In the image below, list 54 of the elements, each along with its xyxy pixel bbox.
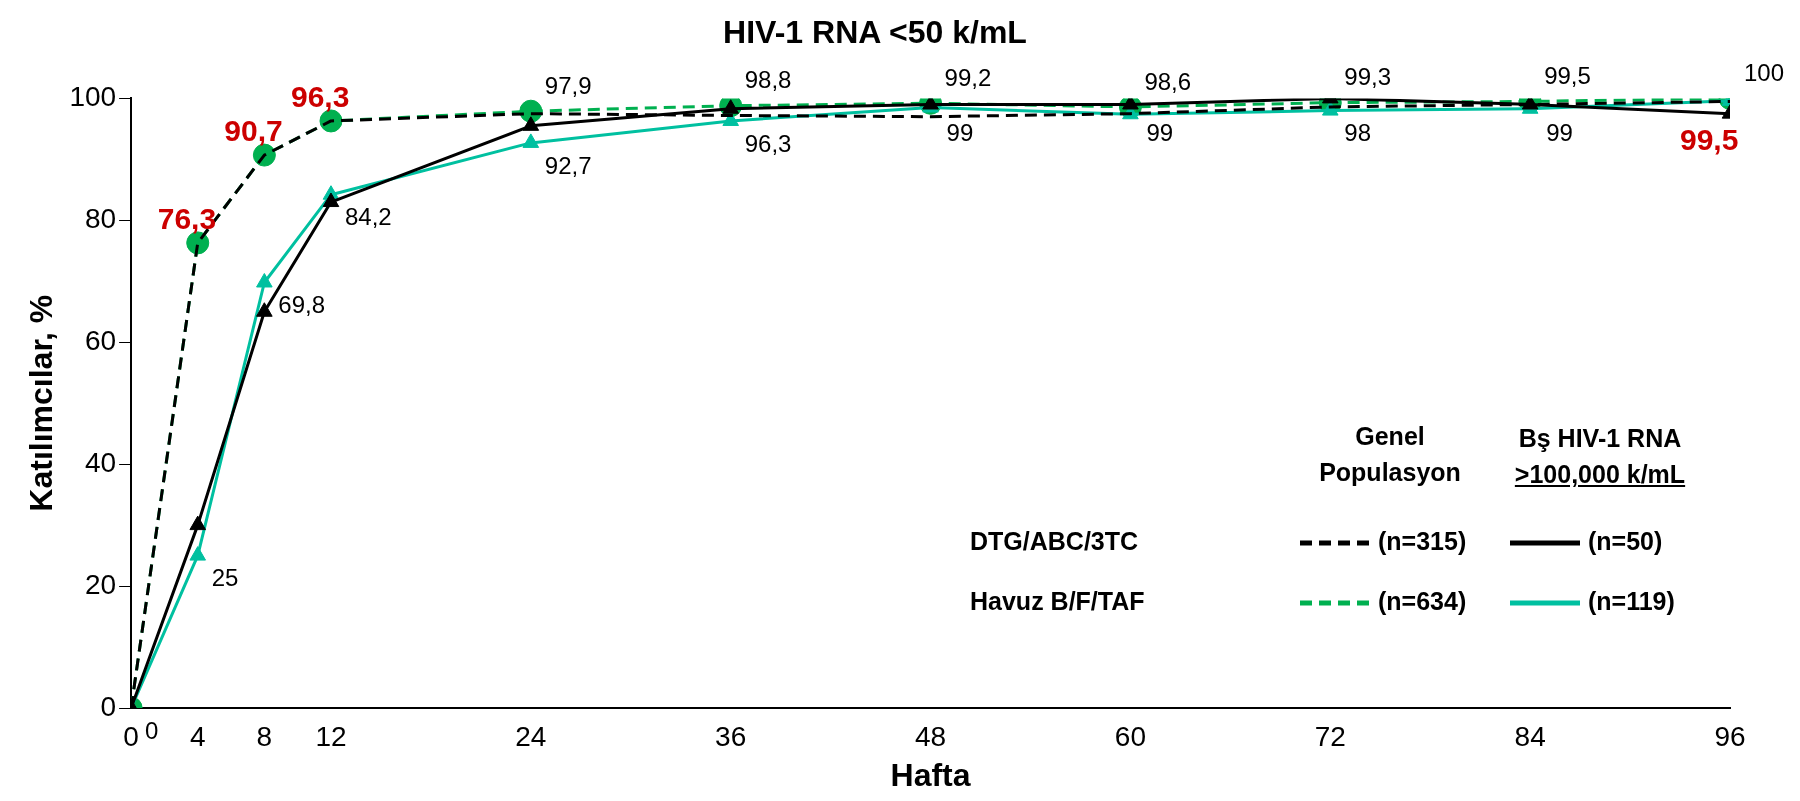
point [189,515,207,531]
data-label: 98,8 [744,66,792,94]
legend-label: (n=50) [1588,526,1663,555]
data-label: 69,8 [278,291,326,319]
data-label: 100 [1744,59,1785,87]
x-tick-label: 24 [515,720,547,752]
annotation: DTG/ABC/3TC [970,526,1139,555]
y-tick-label: 100 [69,81,117,113]
x-tick-label: 60 [1114,720,1146,752]
x-tick-label: 0 [123,720,139,752]
point [256,273,273,288]
x-tick-label: 36 [715,720,747,752]
data-label: 99 [1146,119,1174,147]
x-tick-label: 96 [1714,720,1746,752]
point [189,546,207,561]
data-label: 97,9 [544,71,592,99]
x-tick-label: 8 [256,720,273,752]
point [522,116,540,131]
data-label: 25 [211,564,239,592]
y-tick-label: 0 [100,690,117,722]
point [522,133,540,148]
legend-label: (n=119) [1588,586,1675,615]
data-label: 99 [946,119,974,147]
data-label: 98 [1344,119,1371,147]
x-tick-label: 84 [1514,720,1546,752]
y-tick-label: 80 [84,203,117,235]
x-tick-label: 12 [315,720,347,752]
chart-title: HIV-1 RNA <50 k/mL [723,14,1027,51]
data-label: 90,7 [224,114,283,148]
x-tick-label: 48 [914,720,947,752]
point [256,302,273,317]
data-label: 96,3 [744,129,792,157]
data-label: 99,5 [1680,122,1739,156]
x-axis-title: Hafta [890,756,971,793]
legend-label: (n=634) [1378,586,1467,615]
legend-label: (n=315) [1378,526,1467,555]
data-label: 92,7 [544,151,592,179]
x-tick-label: 72 [1314,720,1346,752]
data-label: 99,3 [1344,63,1391,91]
annotation: Genel Populasyon [1319,421,1461,486]
data-label: 76,3 [157,202,217,236]
y-tick-label: 20 [84,568,117,600]
data-label: 84,2 [344,203,392,231]
annotation: Havuz B/F/TAF [970,586,1145,615]
y-tick-label: 60 [84,324,117,356]
x-tick-label: 4 [189,720,206,752]
y-axis-title: Katılımcılar, % [23,294,60,512]
data-label: 99 [1546,119,1573,147]
data-label: 99,2 [944,63,992,91]
point [322,192,340,208]
data-label: 96,3 [290,80,350,114]
y-tick-label: 40 [84,446,117,478]
data-label: 98,6 [1144,67,1192,95]
data-label: 99,5 [1544,62,1591,90]
